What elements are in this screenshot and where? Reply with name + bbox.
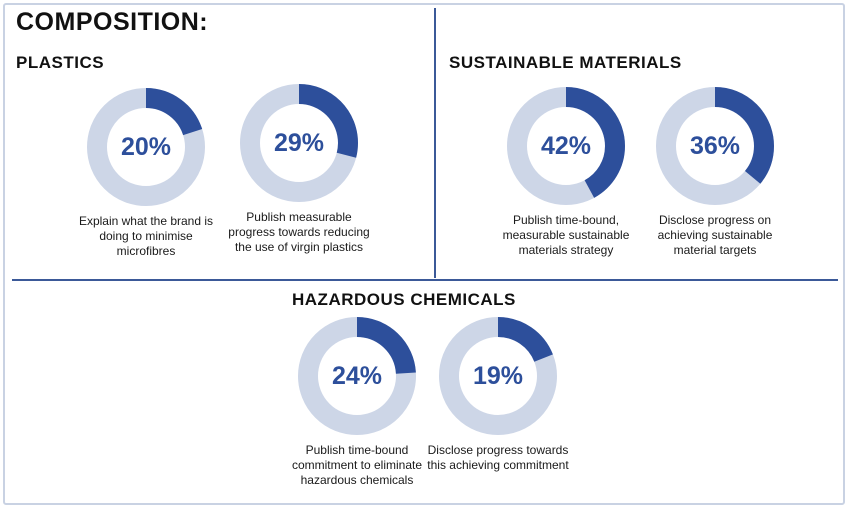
page-title: COMPOSITION: — [16, 8, 209, 36]
donut-item: 29% Publish measurable progress towards … — [214, 82, 384, 255]
donut-caption: Publish time-bound commitment to elimina… — [291, 443, 423, 487]
donut-value-label: 42% — [540, 131, 592, 160]
donut-value-label: 24% — [331, 361, 383, 390]
donut-caption: Publish time-bound, measurable sustainab… — [502, 213, 630, 257]
donut-svg — [298, 317, 416, 435]
donut-svg — [656, 87, 774, 205]
donut-caption: Explain what the brand is doing to minim… — [78, 214, 214, 258]
section-title-sustainable-materials: SUSTAINABLE MATERIALS — [449, 53, 682, 72]
donut-value-arc — [240, 84, 358, 202]
donut-chart: 42% — [505, 85, 627, 207]
donut-chart: 19% — [437, 315, 559, 437]
donut-caption: Disclose progress on achieving sustainab… — [657, 213, 773, 257]
donut-chart: 36% — [654, 85, 776, 207]
donut-svg — [87, 88, 205, 206]
donut-item: 19% Disclose progress towards this achie… — [413, 315, 583, 473]
donut-svg — [240, 84, 358, 202]
donut-svg — [507, 87, 625, 205]
donut-value-arc — [439, 317, 557, 435]
section-title-plastics: PLASTICS — [16, 53, 105, 72]
donut-value-label: 19% — [472, 361, 524, 390]
donut-item: 36% Disclose progress on achieving susta… — [630, 85, 800, 258]
horizontal-divider — [12, 279, 838, 281]
donut-value-arc — [507, 87, 625, 205]
donut-chart: 24% — [296, 315, 418, 437]
donut-chart: 20% — [85, 86, 207, 208]
section-title-hazardous-chemicals: HAZARDOUS CHEMICALS — [292, 290, 516, 309]
donut-item: 24% Publish time-bound commitment to eli… — [272, 315, 442, 488]
donut-value-arc — [656, 87, 774, 205]
donut-value-label: 20% — [120, 132, 172, 161]
vertical-divider — [434, 8, 436, 278]
donut-value-arc — [87, 88, 205, 206]
donut-value-label: 36% — [689, 131, 741, 160]
panel-frame — [3, 3, 845, 505]
donut-value-label: 29% — [273, 128, 325, 157]
donut-chart: 29% — [238, 82, 360, 204]
donut-svg — [439, 317, 557, 435]
donut-item: 42% Publish time-bound, measurable susta… — [481, 85, 651, 258]
donut-item: 20% Explain what the brand is doing to m… — [61, 86, 231, 259]
donut-caption: Publish measurable progress towards redu… — [228, 210, 370, 254]
donut-caption: Disclose progress towards this achieving… — [427, 443, 569, 472]
donut-value-arc — [298, 317, 416, 435]
